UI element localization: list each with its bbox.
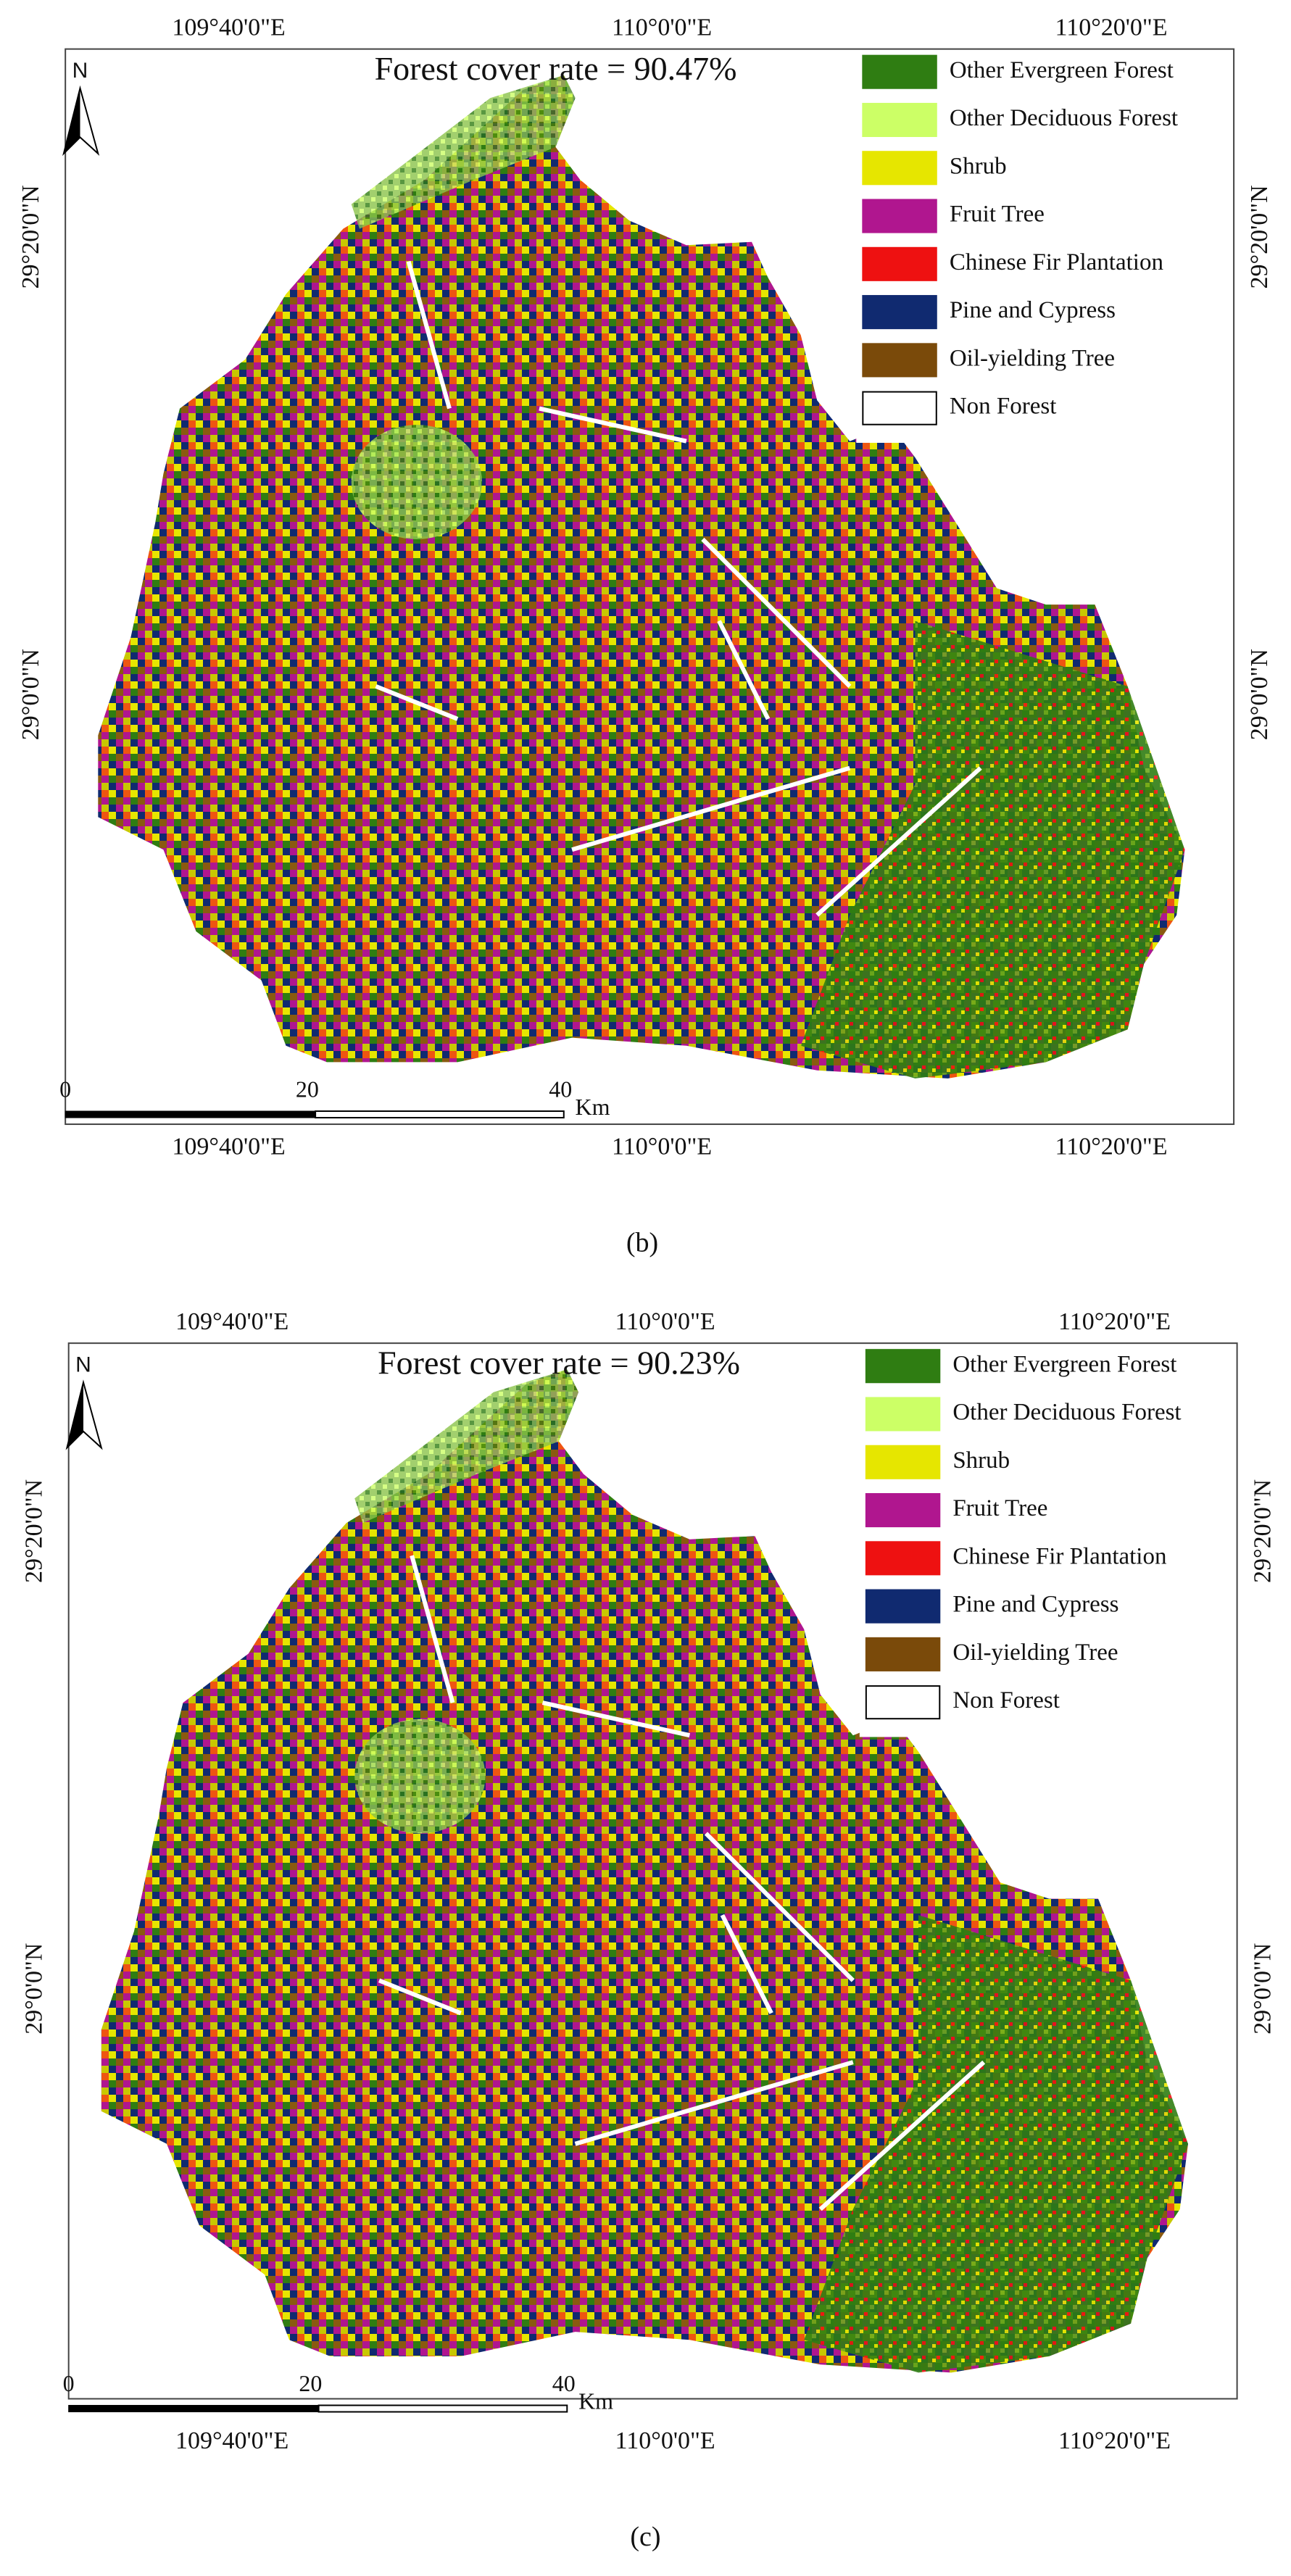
legend-label: Other Deciduous Forest bbox=[950, 105, 1178, 131]
legend-swatch bbox=[865, 1397, 941, 1432]
non-forest-streak bbox=[818, 2060, 986, 2211]
legend-label: Fruit Tree bbox=[950, 201, 1045, 228]
legend-swatch bbox=[862, 199, 937, 233]
scale-unit: Km bbox=[578, 2388, 613, 2414]
non-forest-streak bbox=[375, 684, 459, 721]
legend-label: Other Deciduous Forest bbox=[952, 1400, 1181, 1426]
top-coordinate: 110°20'0"E bbox=[1058, 1308, 1171, 1335]
north-arrow-half bbox=[67, 1382, 83, 1448]
north-label: N bbox=[75, 1353, 91, 1377]
scale-tick: 40 bbox=[549, 1076, 572, 1102]
panel-caption: (b) bbox=[626, 1228, 658, 1258]
non-forest-streak bbox=[406, 260, 452, 410]
scale-tick: 20 bbox=[299, 2370, 322, 2396]
non-forest-streak bbox=[815, 766, 982, 917]
left-coordinate: 29°20'0"N bbox=[20, 1479, 47, 1583]
legend-label: Fruit Tree bbox=[952, 1495, 1047, 1521]
legend-swatch bbox=[862, 102, 937, 138]
legend-swatch bbox=[865, 1541, 941, 1576]
north-label: N bbox=[72, 59, 88, 83]
non-forest-streak bbox=[571, 765, 851, 852]
scale-bar-white bbox=[315, 1110, 565, 1119]
non-forest-streak bbox=[539, 406, 687, 444]
legend-swatch bbox=[865, 1637, 941, 1671]
legend-swatch bbox=[862, 246, 937, 281]
bottom-coordinate: 109°40'0"E bbox=[175, 2427, 288, 2454]
map-title: Forest cover rate = 90.23% bbox=[378, 1344, 740, 1381]
bottom-coordinate: 109°40'0"E bbox=[172, 1134, 285, 1160]
non-forest-streak bbox=[410, 1555, 455, 1703]
deciduous-zone bbox=[354, 1719, 486, 1834]
northern-ridge bbox=[351, 75, 576, 229]
map-panel: Forest cover rate = 90.23% N 109°40'0"E 110… bbox=[20, 1308, 1276, 2552]
north-arrow-half bbox=[63, 88, 80, 154]
non-forest-streak bbox=[717, 620, 771, 720]
top-coordinate: 109°40'0"E bbox=[175, 1308, 288, 1335]
legend-swatch bbox=[862, 151, 937, 186]
legend-swatch bbox=[862, 391, 937, 425]
legend-swatch bbox=[862, 343, 937, 378]
bottom-coordinate: 110°20'0"E bbox=[1055, 1134, 1167, 1160]
scale-tick: 0 bbox=[59, 1076, 71, 1102]
top-coordinate: 110°20'0"E bbox=[1055, 14, 1167, 41]
legend-label: Other Evergreen Forest bbox=[950, 57, 1174, 83]
legend-label: Other Evergreen Forest bbox=[952, 1351, 1176, 1377]
legend-swatch bbox=[865, 1349, 941, 1384]
legend-swatch bbox=[862, 295, 937, 330]
scale-unit: Km bbox=[576, 1094, 610, 1120]
right-coordinate: 29°0'0"N bbox=[1250, 1943, 1277, 2035]
evergreen-zone bbox=[804, 1915, 1188, 2373]
legend-label: Pine and Cypress bbox=[952, 1592, 1118, 1618]
legend-label: Oil-yielding Tree bbox=[952, 1640, 1118, 1666]
non-forest-streak bbox=[541, 1700, 691, 1738]
non-forest-streak bbox=[574, 2060, 854, 2146]
scale-bar-white bbox=[317, 2404, 568, 2413]
legend-label: Pine and Cypress bbox=[950, 297, 1116, 323]
map-title: Forest cover rate = 90.47% bbox=[375, 50, 737, 87]
scale-tick: 0 bbox=[63, 2370, 75, 2396]
legend-label: Oil-yielding Tree bbox=[950, 345, 1115, 371]
right-coordinate: 29°0'0"N bbox=[1246, 649, 1273, 740]
top-coordinate: 110°0'0"E bbox=[615, 1308, 715, 1335]
map-panel: Forest cover rate = 90.47% N 109°40'0"E 110… bbox=[17, 14, 1273, 1258]
legend-label: Shrub bbox=[950, 153, 1007, 179]
deciduous-zone bbox=[351, 425, 483, 539]
non-forest-streak bbox=[720, 1914, 773, 2014]
scale-tick: 40 bbox=[552, 2370, 576, 2396]
left-coordinate: 29°20'0"N bbox=[17, 185, 44, 288]
legend-label: Shrub bbox=[952, 1447, 1010, 1474]
non-forest-streak bbox=[701, 537, 852, 688]
legend-swatch bbox=[862, 54, 937, 89]
legend-swatch bbox=[865, 1589, 941, 1624]
northern-ridge bbox=[354, 1369, 579, 1524]
non-forest-streak bbox=[378, 1978, 462, 2016]
legend-label: Non Forest bbox=[952, 1687, 1060, 1713]
scale-bar-black bbox=[68, 2405, 320, 2413]
right-coordinate: 29°20'0"N bbox=[1250, 1479, 1277, 1583]
scale-tick: 20 bbox=[296, 1076, 319, 1102]
top-coordinate: 109°40'0"E bbox=[172, 14, 285, 41]
non-forest-streak bbox=[704, 1832, 855, 1982]
bottom-coordinate: 110°0'0"E bbox=[615, 2427, 715, 2454]
left-coordinate: 29°0'0"N bbox=[17, 649, 44, 740]
legend-swatch bbox=[865, 1493, 941, 1528]
panel-caption: (c) bbox=[630, 2522, 660, 2552]
top-coordinate: 110°0'0"E bbox=[612, 14, 712, 41]
legend-label: Chinese Fir Plantation bbox=[950, 249, 1163, 275]
right-coordinate: 29°20'0"N bbox=[1246, 185, 1273, 288]
bottom-coordinate: 110°0'0"E bbox=[612, 1134, 712, 1160]
legend-swatch bbox=[865, 1685, 941, 1720]
bottom-coordinate: 110°20'0"E bbox=[1058, 2427, 1171, 2454]
left-coordinate: 29°0'0"N bbox=[20, 1943, 47, 2035]
evergreen-zone bbox=[800, 620, 1185, 1079]
legend-swatch bbox=[865, 1445, 941, 1479]
scale-bar-black bbox=[65, 1110, 316, 1118]
legend-label: Non Forest bbox=[950, 394, 1057, 420]
legend-label: Chinese Fir Plantation bbox=[952, 1543, 1166, 1569]
